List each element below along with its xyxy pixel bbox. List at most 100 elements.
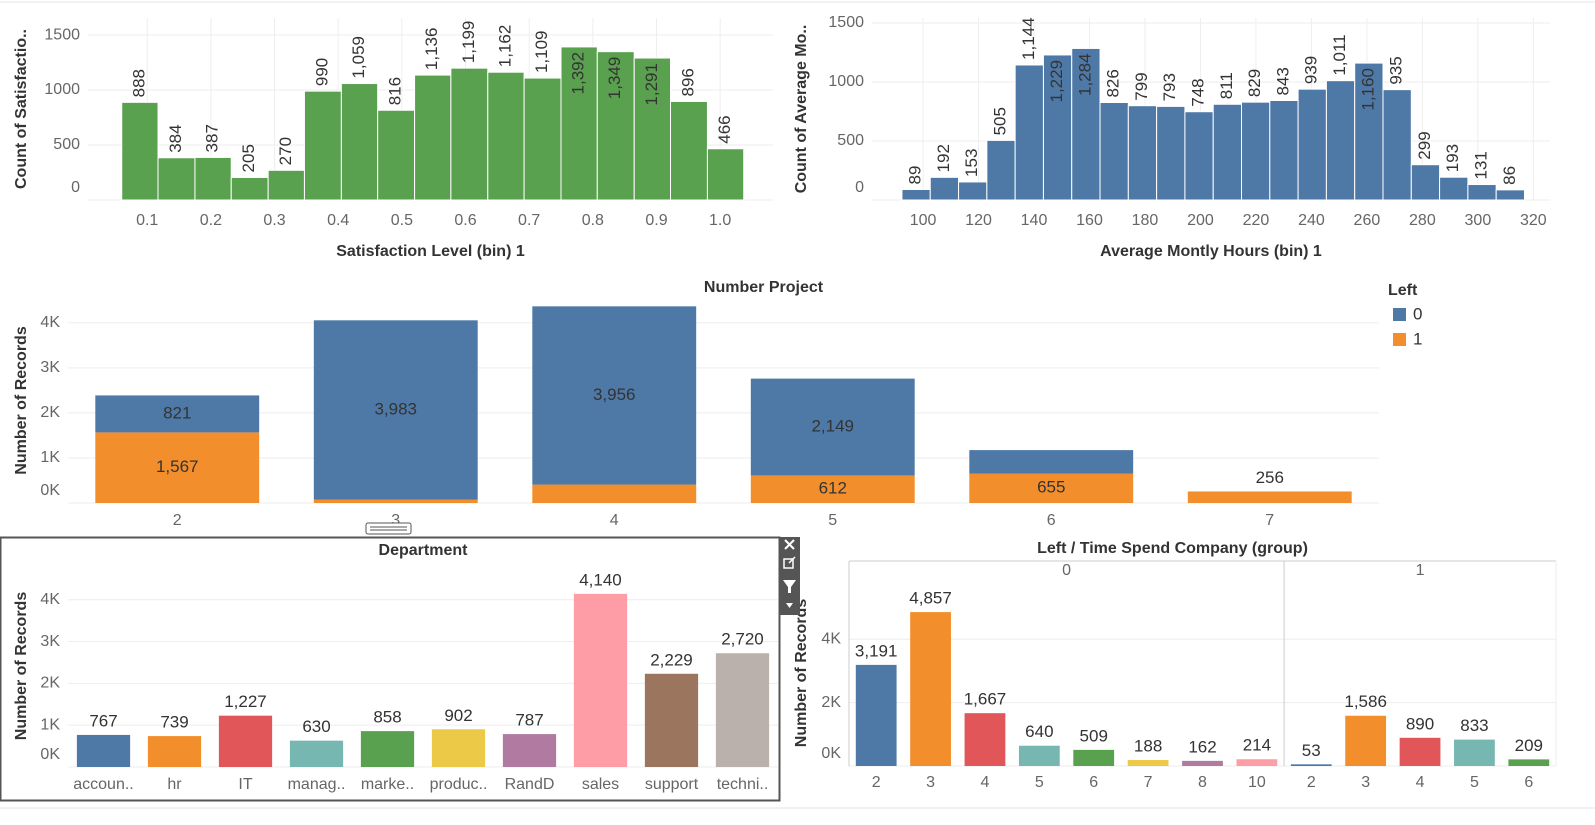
x-tick-label: 240 xyxy=(1298,212,1325,229)
value-label: 990 xyxy=(312,58,331,86)
x-tick-label: 1.0 xyxy=(709,212,731,229)
bar-segment xyxy=(95,395,260,433)
bar xyxy=(855,664,897,766)
y-tick-label: 1000 xyxy=(828,73,864,90)
value-label: 939 xyxy=(1302,56,1321,84)
x-tick-label: 0.9 xyxy=(645,212,667,229)
y-tick-label: 1K xyxy=(40,449,60,466)
value-label: 829 xyxy=(1245,69,1264,97)
bar-segment xyxy=(532,306,697,485)
value-label: 739 xyxy=(160,713,188,732)
bar xyxy=(121,101,159,201)
x-tick-label: 220 xyxy=(1243,212,1270,229)
value-label: 299 xyxy=(1415,131,1434,159)
panel-header: 0 xyxy=(1062,562,1071,579)
value-label: 902 xyxy=(444,706,472,725)
y-tick-label: 3K xyxy=(40,359,60,376)
bar xyxy=(340,83,379,201)
x-tick-label: 8 xyxy=(1198,774,1207,791)
bar xyxy=(633,57,672,201)
value-label: 256 xyxy=(1256,468,1284,487)
x-tick-label: 0.7 xyxy=(518,212,540,229)
value-label: 1,284 xyxy=(1075,53,1094,96)
bar xyxy=(1467,184,1497,201)
bar xyxy=(267,169,305,201)
bar xyxy=(1290,764,1332,766)
value-label: 748 xyxy=(1189,78,1208,106)
panel-header: 1 xyxy=(1416,562,1425,579)
x-tick-label: 140 xyxy=(1021,212,1048,229)
value-label: 1,227 xyxy=(224,692,267,711)
bar xyxy=(450,67,489,201)
legend-title: Left xyxy=(1388,282,1418,299)
value-label: 188 xyxy=(1134,737,1162,756)
y-tick-label: 1K xyxy=(40,716,60,733)
value-label: 53 xyxy=(1302,741,1321,760)
value-label: 1,162 xyxy=(495,25,514,68)
bar xyxy=(964,713,1006,766)
value-label: 888 xyxy=(129,69,148,97)
value-label: 640 xyxy=(1025,722,1053,741)
value-label: 1,109 xyxy=(532,30,551,73)
x-tick-label: 5 xyxy=(1470,774,1479,791)
bar xyxy=(644,673,699,767)
y-tick-label: 1000 xyxy=(44,81,80,98)
x-tick-label: 0.5 xyxy=(391,212,413,229)
bar xyxy=(1345,715,1387,766)
value-label: 1,291 xyxy=(642,63,661,106)
bar xyxy=(1236,759,1278,766)
bar xyxy=(1495,189,1525,201)
value-label: 466 xyxy=(715,115,734,143)
bar-segment xyxy=(1187,491,1352,503)
x-tick-label: 0.4 xyxy=(327,212,349,229)
x-tick-label: produc.. xyxy=(430,776,488,793)
bar xyxy=(1073,749,1115,766)
y-tick-label: 3K xyxy=(40,633,60,650)
x-tick-label: 3 xyxy=(1361,774,1370,791)
bar xyxy=(1454,739,1495,766)
value-label: 767 xyxy=(89,711,117,730)
value-label: 1,586 xyxy=(1344,692,1387,711)
y-axis-title: Number of Records xyxy=(793,599,810,748)
value-label: 89 xyxy=(906,166,925,185)
y-tick-label: 500 xyxy=(53,136,80,153)
bar xyxy=(487,71,525,201)
value-label: 612 xyxy=(819,479,847,498)
value-label: 384 xyxy=(166,124,185,152)
bar xyxy=(1325,80,1356,201)
bar xyxy=(1241,101,1271,201)
bar xyxy=(1184,111,1214,201)
bar xyxy=(360,731,415,767)
bar xyxy=(1042,54,1073,201)
bar xyxy=(560,46,598,201)
bar-segment xyxy=(750,475,915,503)
value-label: 3,983 xyxy=(374,400,417,419)
value-label: 896 xyxy=(678,68,697,96)
bar xyxy=(303,90,342,201)
value-label: 787 xyxy=(515,711,543,730)
bar xyxy=(706,148,745,201)
value-label: 833 xyxy=(1460,716,1488,735)
y-tick-label: 0K xyxy=(40,482,60,499)
value-label: 2,720 xyxy=(721,630,764,649)
bar xyxy=(1269,100,1299,201)
value-label: 1,059 xyxy=(349,36,368,79)
x-tick-label: marke.. xyxy=(361,776,414,793)
y-tick-label: 4K xyxy=(40,314,60,331)
x-tick-label: 10 xyxy=(1248,774,1266,791)
value-label: 209 xyxy=(1515,736,1543,755)
value-label: 1,392 xyxy=(569,52,588,95)
x-tick-label: RandD xyxy=(505,776,555,793)
value-label: 1,349 xyxy=(605,57,624,100)
value-label: 655 xyxy=(1037,478,1065,497)
bar-segment xyxy=(969,450,1134,474)
bar xyxy=(1382,89,1412,201)
value-label: 193 xyxy=(1443,144,1462,172)
value-label: 162 xyxy=(1188,737,1216,756)
x-tick-label: 7 xyxy=(1265,512,1274,529)
bar xyxy=(1156,105,1186,201)
x-tick-label: 300 xyxy=(1465,212,1492,229)
bar xyxy=(230,176,269,201)
x-tick-label: 180 xyxy=(1132,212,1159,229)
